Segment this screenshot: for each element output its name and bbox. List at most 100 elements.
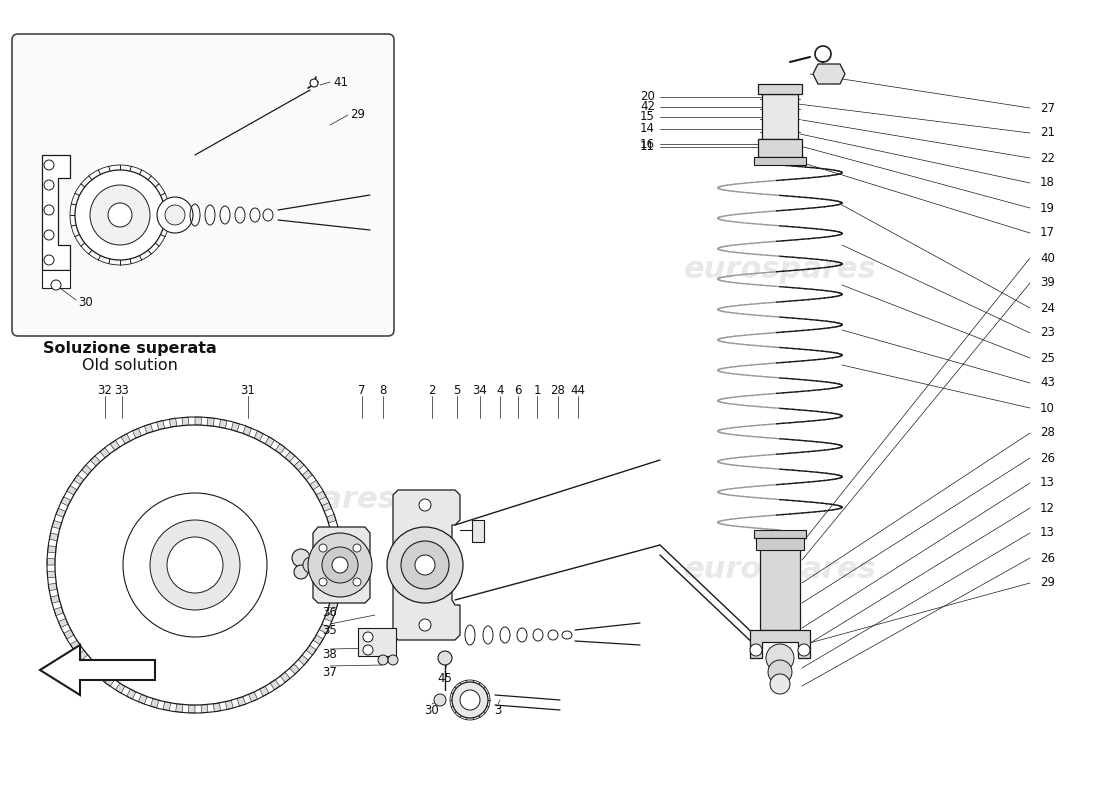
- Circle shape: [419, 619, 431, 631]
- Polygon shape: [176, 704, 183, 713]
- Polygon shape: [322, 502, 332, 511]
- Circle shape: [388, 655, 398, 665]
- Circle shape: [90, 185, 150, 245]
- Polygon shape: [334, 552, 343, 559]
- Text: 26: 26: [1040, 451, 1055, 465]
- Circle shape: [770, 674, 790, 694]
- Text: 45: 45: [438, 671, 452, 685]
- Polygon shape: [67, 486, 77, 495]
- Text: 41: 41: [333, 75, 348, 89]
- Polygon shape: [188, 705, 195, 713]
- Polygon shape: [58, 618, 68, 627]
- Polygon shape: [40, 645, 155, 695]
- Text: 21: 21: [1040, 126, 1055, 139]
- Polygon shape: [163, 702, 170, 710]
- Circle shape: [768, 660, 792, 684]
- Circle shape: [165, 205, 185, 225]
- Text: 19: 19: [1040, 202, 1055, 214]
- Circle shape: [44, 205, 54, 215]
- Polygon shape: [64, 630, 74, 639]
- Polygon shape: [95, 668, 104, 678]
- Polygon shape: [219, 419, 227, 428]
- Text: 13: 13: [1040, 477, 1055, 490]
- Text: 6: 6: [515, 383, 521, 397]
- Circle shape: [766, 644, 794, 672]
- Text: 14: 14: [640, 122, 654, 135]
- Polygon shape: [306, 646, 316, 655]
- Polygon shape: [195, 417, 201, 425]
- Circle shape: [415, 555, 434, 575]
- Text: 31: 31: [241, 383, 255, 397]
- FancyBboxPatch shape: [12, 34, 394, 336]
- Polygon shape: [144, 424, 153, 434]
- Polygon shape: [60, 497, 70, 506]
- Text: eurospares: eurospares: [683, 555, 877, 585]
- Polygon shape: [254, 431, 263, 441]
- Polygon shape: [330, 526, 340, 534]
- Text: Soluzione superata: Soluzione superata: [43, 341, 217, 355]
- Text: 12: 12: [1040, 502, 1055, 514]
- Text: eurospares: eurospares: [683, 255, 877, 285]
- Polygon shape: [132, 428, 142, 438]
- Polygon shape: [42, 155, 70, 270]
- Polygon shape: [90, 456, 100, 466]
- Circle shape: [387, 527, 463, 603]
- Polygon shape: [316, 491, 327, 500]
- Polygon shape: [238, 697, 245, 706]
- Circle shape: [308, 533, 372, 597]
- Circle shape: [167, 537, 223, 593]
- Circle shape: [123, 493, 267, 637]
- Bar: [758, 139, 802, 157]
- Text: 11: 11: [640, 141, 654, 154]
- Polygon shape: [47, 546, 56, 553]
- Circle shape: [44, 180, 54, 190]
- Circle shape: [319, 578, 327, 586]
- Text: 32: 32: [98, 383, 112, 397]
- Circle shape: [434, 694, 446, 706]
- Polygon shape: [110, 440, 120, 450]
- Bar: [358, 628, 396, 656]
- Polygon shape: [86, 659, 96, 670]
- Text: 16: 16: [640, 138, 654, 150]
- Circle shape: [353, 544, 361, 552]
- Bar: [754, 530, 806, 538]
- Circle shape: [322, 547, 358, 583]
- Text: 26: 26: [1040, 551, 1055, 565]
- Text: 9: 9: [461, 703, 469, 717]
- Text: |  |: | |: [824, 70, 835, 78]
- Circle shape: [108, 203, 132, 227]
- Text: 23: 23: [1040, 326, 1055, 339]
- Polygon shape: [74, 475, 84, 485]
- Circle shape: [292, 549, 310, 567]
- Polygon shape: [813, 64, 845, 84]
- Polygon shape: [47, 571, 55, 578]
- Text: 5: 5: [453, 383, 461, 397]
- Polygon shape: [183, 417, 189, 426]
- Circle shape: [44, 160, 54, 170]
- Polygon shape: [333, 578, 342, 584]
- Circle shape: [750, 644, 762, 656]
- Polygon shape: [243, 426, 252, 436]
- Circle shape: [44, 230, 54, 240]
- Polygon shape: [750, 630, 810, 658]
- Circle shape: [319, 544, 327, 552]
- Polygon shape: [285, 452, 295, 462]
- Polygon shape: [324, 613, 334, 622]
- Circle shape: [294, 565, 308, 579]
- Polygon shape: [81, 465, 91, 475]
- Polygon shape: [265, 437, 275, 447]
- Polygon shape: [294, 460, 304, 470]
- Text: Old solution: Old solution: [82, 358, 178, 373]
- Polygon shape: [213, 703, 221, 712]
- Text: 20: 20: [640, 90, 654, 103]
- Text: eurospares: eurospares: [204, 486, 396, 514]
- Text: 34: 34: [473, 383, 487, 397]
- Bar: [472, 520, 484, 542]
- Polygon shape: [201, 705, 208, 713]
- Polygon shape: [329, 602, 338, 610]
- Circle shape: [438, 651, 452, 665]
- Circle shape: [460, 690, 480, 710]
- Polygon shape: [333, 539, 342, 546]
- Polygon shape: [104, 676, 114, 686]
- Text: 28: 28: [551, 383, 565, 397]
